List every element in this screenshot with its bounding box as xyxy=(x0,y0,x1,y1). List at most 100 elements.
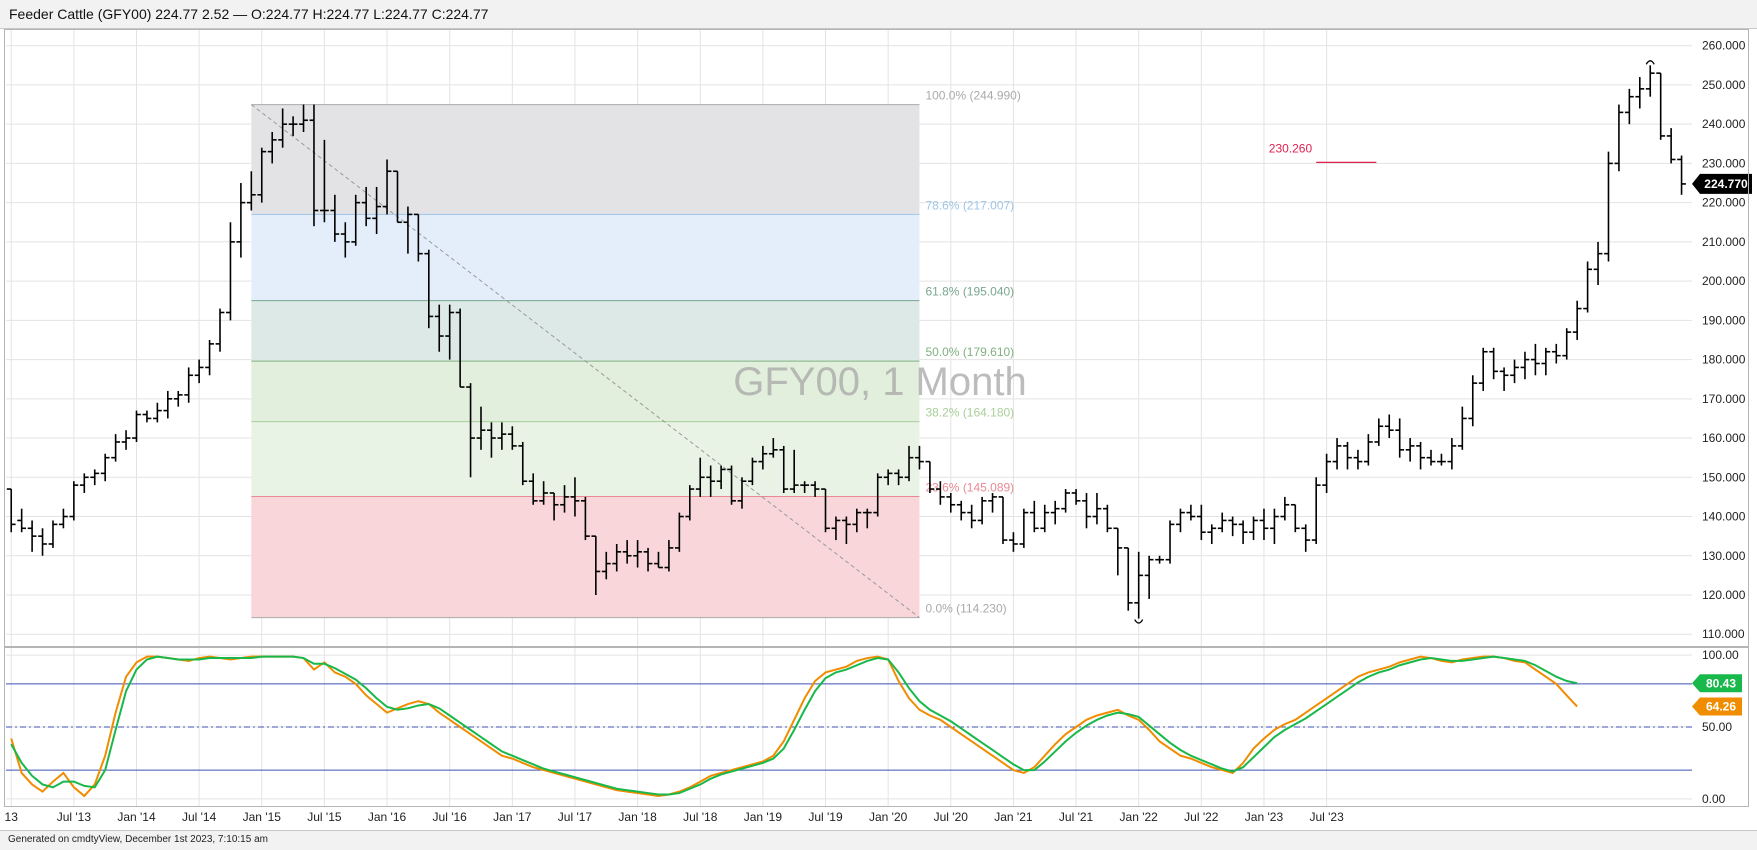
price-bar xyxy=(768,438,778,458)
x-tick-label: Jan '23 xyxy=(1245,810,1284,824)
price-bar xyxy=(1301,524,1311,552)
price-bar xyxy=(351,194,361,246)
x-tick-label: Jul '14 xyxy=(182,810,217,824)
stochastic-panel-border xyxy=(4,647,1749,807)
x-tick-label: Jan '22 xyxy=(1120,810,1159,824)
stochastic-series xyxy=(6,655,1692,798)
price-bar xyxy=(372,186,381,235)
price-bar xyxy=(413,213,423,262)
price-bar xyxy=(1489,347,1499,380)
x-tick-label: Jan '17 xyxy=(493,810,532,824)
fibonacci-level-label: 50.0% (179.610) xyxy=(925,345,1014,359)
price-bar xyxy=(1551,343,1561,364)
price-bar xyxy=(685,485,695,521)
x-tick-label: 13 xyxy=(5,810,19,824)
price-bar xyxy=(779,445,789,493)
price-bar xyxy=(1520,351,1530,380)
price-bar xyxy=(1395,418,1405,458)
price-bar xyxy=(1009,532,1018,552)
price-bar xyxy=(737,477,747,509)
price-bar xyxy=(810,481,820,497)
price-bars xyxy=(6,60,1686,624)
stochastic-value-label: 80.43 xyxy=(1706,676,1736,690)
price-bar xyxy=(340,222,350,258)
price-level-label: 230.260 xyxy=(1269,141,1313,155)
price-bar xyxy=(1071,489,1081,505)
chart-watermark: GFY00, 1 Month xyxy=(733,360,1026,404)
price-bar xyxy=(100,453,110,482)
price-bar xyxy=(800,481,810,493)
footer-text: Generated on cmdtyView, December 1st 202… xyxy=(8,834,268,845)
price-bar xyxy=(309,104,319,227)
price-bar xyxy=(434,304,444,352)
price-bar xyxy=(1604,151,1613,262)
chart-footer: Generated on cmdtyView, December 1st 202… xyxy=(0,830,1757,850)
price-bar xyxy=(664,540,674,572)
price-bar xyxy=(38,528,47,556)
price-bar xyxy=(695,457,705,497)
price-bar xyxy=(455,308,465,388)
price-bar xyxy=(1123,547,1133,611)
price-bar xyxy=(1176,508,1185,533)
price-bar xyxy=(1082,492,1091,529)
price-bar xyxy=(518,441,528,486)
y-tick-label: 160.000 xyxy=(1702,431,1746,445)
fibonacci-level-label: 23.6% (145.089) xyxy=(925,481,1014,495)
x-tick-label: Jul '20 xyxy=(934,810,969,824)
price-bar xyxy=(1270,508,1279,544)
price-bar xyxy=(299,104,308,133)
x-tick-label: Jan '20 xyxy=(869,810,908,824)
price-bar xyxy=(560,485,569,513)
x-tick-label: Jan '21 xyxy=(994,810,1033,824)
price-bar xyxy=(706,465,716,497)
price-bar xyxy=(654,551,663,569)
stochastic-tick-label: 0.00 xyxy=(1702,792,1726,806)
price-bar xyxy=(758,445,768,470)
chart-title: Feeder Cattle (GFY00) 224.77 2.52 — O:22… xyxy=(9,6,489,22)
price-bar xyxy=(69,481,79,521)
price-bar xyxy=(1280,496,1290,521)
fibonacci-level-label: 100.0% (244.990) xyxy=(925,89,1020,103)
y-tick-label: 190.000 xyxy=(1702,313,1746,327)
price-bar xyxy=(278,108,288,148)
price-bar xyxy=(194,359,204,384)
price-bar xyxy=(956,500,966,521)
price-bar xyxy=(601,551,611,580)
y-tick-label: 140.000 xyxy=(1702,510,1746,524)
swing-high-marker xyxy=(1645,60,1655,65)
price-bar xyxy=(121,430,131,450)
stochastic-k-line xyxy=(10,655,1578,798)
y-tick-label: 130.000 xyxy=(1702,549,1746,563)
price-bar xyxy=(612,543,622,572)
price-axis: 110.000 120.000 130.000 140.000 150.000 160.0… xyxy=(1692,39,1752,641)
price-bar xyxy=(79,473,89,493)
y-tick-label: 240.000 xyxy=(1702,117,1746,131)
price-bar xyxy=(1134,551,1144,619)
price-bar xyxy=(424,249,434,329)
price-bar xyxy=(904,445,914,482)
price-bar xyxy=(152,402,162,423)
price-bar xyxy=(1510,359,1519,384)
price-bar xyxy=(111,434,121,462)
x-tick-label: Jan '15 xyxy=(243,810,282,824)
y-tick-label: 260.000 xyxy=(1702,39,1746,53)
stochastic-value-badge xyxy=(1692,674,1742,693)
y-tick-label: 220.000 xyxy=(1702,196,1746,210)
price-bar xyxy=(852,508,862,533)
price-bar xyxy=(205,339,214,376)
fibonacci-zone xyxy=(251,421,920,497)
price-bar xyxy=(1050,500,1060,525)
price-bar xyxy=(998,496,1008,544)
price-bar xyxy=(90,469,100,486)
x-tick-label: Jan '16 xyxy=(368,810,407,824)
price-bar xyxy=(1457,406,1467,450)
price-bar xyxy=(246,171,256,211)
price-bar xyxy=(789,449,799,493)
y-tick-label: 180.000 xyxy=(1702,353,1746,367)
fibonacci-level-label: 0.0% (114.230) xyxy=(925,602,1006,616)
price-bar xyxy=(1186,504,1196,521)
price-bar xyxy=(1363,434,1373,466)
price-bar xyxy=(674,512,684,552)
price-bar xyxy=(883,469,893,486)
